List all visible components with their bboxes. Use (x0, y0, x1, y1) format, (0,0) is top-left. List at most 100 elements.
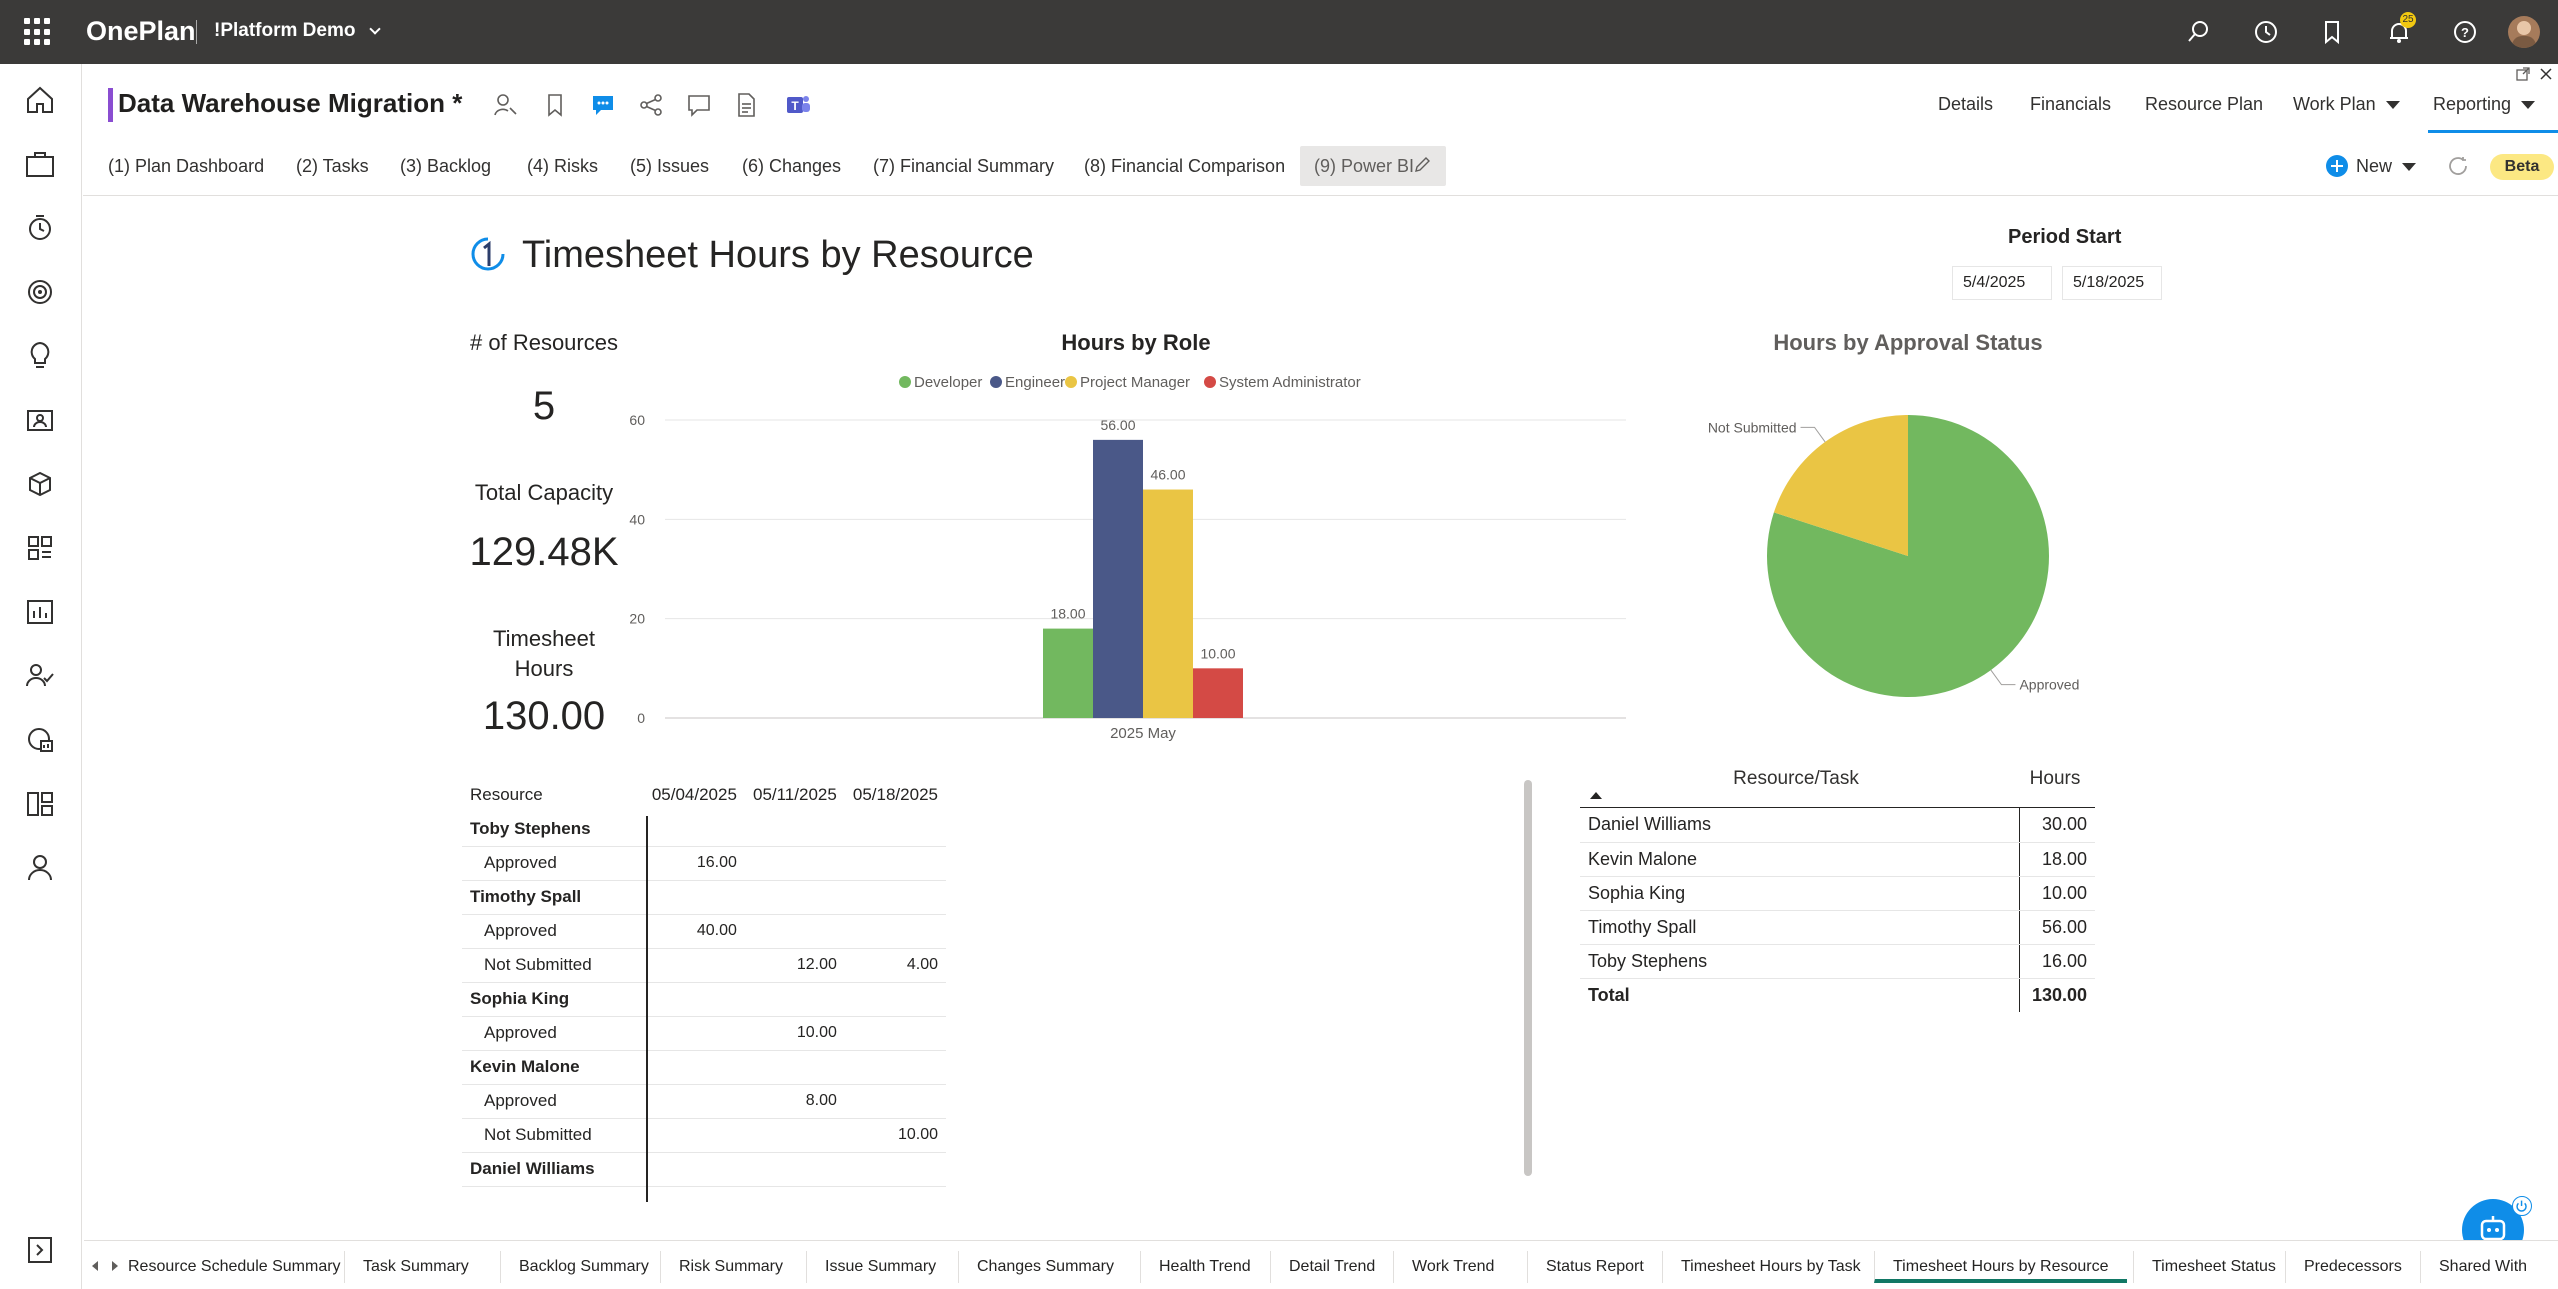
bookmark-icon[interactable] (2318, 18, 2346, 46)
bottom-tab-timesheet-hours-by-task[interactable]: Timesheet Hours by Task (1662, 1251, 1879, 1283)
nav-reporting[interactable]: Reporting (2433, 94, 2536, 115)
matrix-header-resource[interactable]: Resource (470, 785, 543, 804)
expand-nav-icon[interactable] (22, 1232, 58, 1268)
bottom-tab-changes-summary[interactable]: Changes Summary (958, 1251, 1132, 1283)
summary-row[interactable]: Daniel Williams 30.00 (1580, 808, 2095, 843)
nav-details[interactable]: Details (1938, 94, 1994, 114)
bar[interactable] (1043, 628, 1093, 718)
matrix-row[interactable]: Approved 16.00 (462, 846, 946, 881)
bottom-tab-timesheet-hours-by-resource[interactable]: Timesheet Hours by Resource (1874, 1251, 2127, 1283)
tab-changes[interactable]: (6) Changes (742, 156, 842, 176)
legend-item[interactable]: System Administrator (1204, 374, 1361, 391)
matrix-row[interactable]: Approved 8.00 (462, 1084, 946, 1119)
summary-row[interactable]: Toby Stephens 16.00 (1580, 944, 2095, 979)
refresh-icon[interactable] (2446, 154, 2470, 178)
bottom-tab-backlog-summary[interactable]: Backlog Summary (500, 1251, 667, 1283)
target-icon[interactable] (22, 274, 58, 310)
document-icon[interactable] (731, 90, 761, 120)
period-start-from-input[interactable]: 5/4/2025 (1952, 266, 2052, 300)
summary-row[interactable]: Sophia King 10.00 (1580, 876, 2095, 911)
scrollbar[interactable] (1524, 780, 1532, 1176)
matrix-row[interactable]: Not Submitted 10.00 (462, 1118, 946, 1153)
sort-ascending-icon[interactable] (1590, 792, 1602, 799)
matrix-row[interactable]: Timothy Spall (462, 880, 946, 915)
assign-user-icon[interactable] (490, 90, 520, 120)
pie-slice[interactable] (1773, 415, 1908, 556)
teams-icon[interactable]: T (783, 90, 813, 120)
matrix-row[interactable]: Approved 40.00 (462, 914, 946, 949)
popout-icon[interactable] (2515, 66, 2531, 82)
tab-financial-comparison[interactable]: (8) Financial Comparison (1084, 156, 1286, 176)
chat-icon[interactable] (588, 90, 618, 120)
portfolio-icon[interactable] (22, 146, 58, 182)
home-icon[interactable] (22, 82, 58, 118)
bottom-tab-risk-summary[interactable]: Risk Summary (660, 1251, 801, 1283)
bottom-tab-issue-summary[interactable]: Issue Summary (806, 1251, 954, 1283)
tab-issues[interactable]: (5) Issues (630, 156, 710, 176)
tab-plan-dashboard[interactable]: (1) Plan Dashboard (108, 156, 265, 176)
tab-backlog[interactable]: (3) Backlog (400, 156, 492, 176)
matrix-header-col[interactable]: 05/11/2025 (752, 785, 837, 804)
tab-tasks[interactable]: (2) Tasks (296, 156, 369, 176)
history-icon[interactable] (2252, 18, 2280, 46)
scroll-left-icon[interactable] (88, 1255, 102, 1277)
matrix-row[interactable]: Approved 10.00 (462, 1016, 946, 1051)
bar[interactable] (1143, 489, 1193, 718)
summary-header-resource-task[interactable]: Resource/Task (1733, 768, 1859, 789)
resources-card-icon[interactable] (22, 402, 58, 438)
tenant-selector[interactable]: !Platform Demo (214, 20, 381, 42)
search-icon[interactable] (2185, 18, 2213, 46)
bottom-tab-detail-trend[interactable]: Detail Trend (1270, 1251, 1393, 1283)
reports-chart-icon[interactable] (22, 594, 58, 630)
summary-header-hours[interactable]: Hours (2029, 768, 2081, 789)
matrix-row[interactable]: Kevin Malone (462, 1050, 946, 1085)
timesheet-icon[interactable] (22, 210, 58, 246)
legend-item[interactable]: Project Manager (1065, 374, 1190, 391)
bar[interactable] (1193, 668, 1243, 718)
add-icon[interactable] (2326, 155, 2348, 177)
notifications-bell-icon[interactable] (2385, 18, 2413, 46)
bookmark-icon[interactable] (540, 90, 570, 120)
user-profile-icon[interactable] (22, 850, 58, 886)
matrix-row[interactable]: Sophia King (462, 982, 946, 1017)
comment-icon[interactable] (684, 90, 714, 120)
summary-row[interactable]: Kevin Malone 18.00 (1580, 842, 2095, 877)
bottom-tab-predecessors[interactable]: Predecessors (2285, 1251, 2420, 1283)
ideas-lightbulb-icon[interactable] (22, 338, 58, 374)
bar[interactable] (1093, 439, 1143, 718)
app-launcher-icon[interactable] (24, 18, 52, 46)
bottom-tab-resource-schedule-summary[interactable]: Resource Schedule Summary (128, 1258, 341, 1275)
bottom-tab-timesheet-status[interactable]: Timesheet Status (2133, 1251, 2294, 1283)
tab-financial-summary[interactable]: (7) Financial Summary (873, 156, 1055, 176)
tab-risks[interactable]: (4) Risks (527, 156, 598, 176)
matrix-row[interactable]: Toby Stephens (462, 812, 946, 847)
scroll-right-icon[interactable] (108, 1255, 122, 1277)
close-icon[interactable] (2538, 66, 2554, 82)
products-box-icon[interactable] (22, 466, 58, 502)
share-icon[interactable] (636, 90, 666, 120)
legend-item[interactable]: Engineer (990, 374, 1065, 391)
nav-financials[interactable]: Financials (2030, 94, 2112, 114)
analytics-icon[interactable] (22, 722, 58, 758)
summary-row[interactable]: Timothy Spall 56.00 (1580, 910, 2095, 945)
bottom-tab-status-report[interactable]: Status Report (1527, 1251, 1662, 1283)
bottom-tab-health-trend[interactable]: Health Trend (1140, 1251, 1269, 1283)
new-button[interactable]: New (2356, 156, 2417, 177)
bottom-tab-work-trend[interactable]: Work Trend (1393, 1251, 1512, 1283)
matrix-header-col[interactable]: 05/18/2025 (852, 785, 938, 804)
avatar[interactable] (2508, 16, 2540, 48)
bottom-tab-task-summary[interactable]: Task Summary (344, 1251, 487, 1283)
dashboard-grid-icon[interactable] (22, 530, 58, 566)
edit-pencil-icon[interactable] (1412, 155, 1432, 175)
tab-power-bi[interactable]: (9) Power BI (1300, 146, 1446, 186)
boards-icon[interactable] (22, 786, 58, 822)
matrix-header-col[interactable]: 05/04/2025 (651, 785, 737, 804)
people-check-icon[interactable] (22, 658, 58, 694)
nav-work-plan[interactable]: Work Plan (2293, 94, 2400, 115)
bottom-tab-shared-with[interactable]: Shared With (2420, 1251, 2545, 1283)
nav-resource-plan[interactable]: Resource Plan (2145, 94, 2264, 114)
matrix-row[interactable]: Daniel Williams (462, 1152, 946, 1187)
matrix-row[interactable]: Not Submitted 12.00 4.00 (462, 948, 946, 983)
legend-item[interactable]: Developer (899, 374, 982, 391)
period-start-to-input[interactable]: 5/18/2025 (2062, 266, 2162, 300)
